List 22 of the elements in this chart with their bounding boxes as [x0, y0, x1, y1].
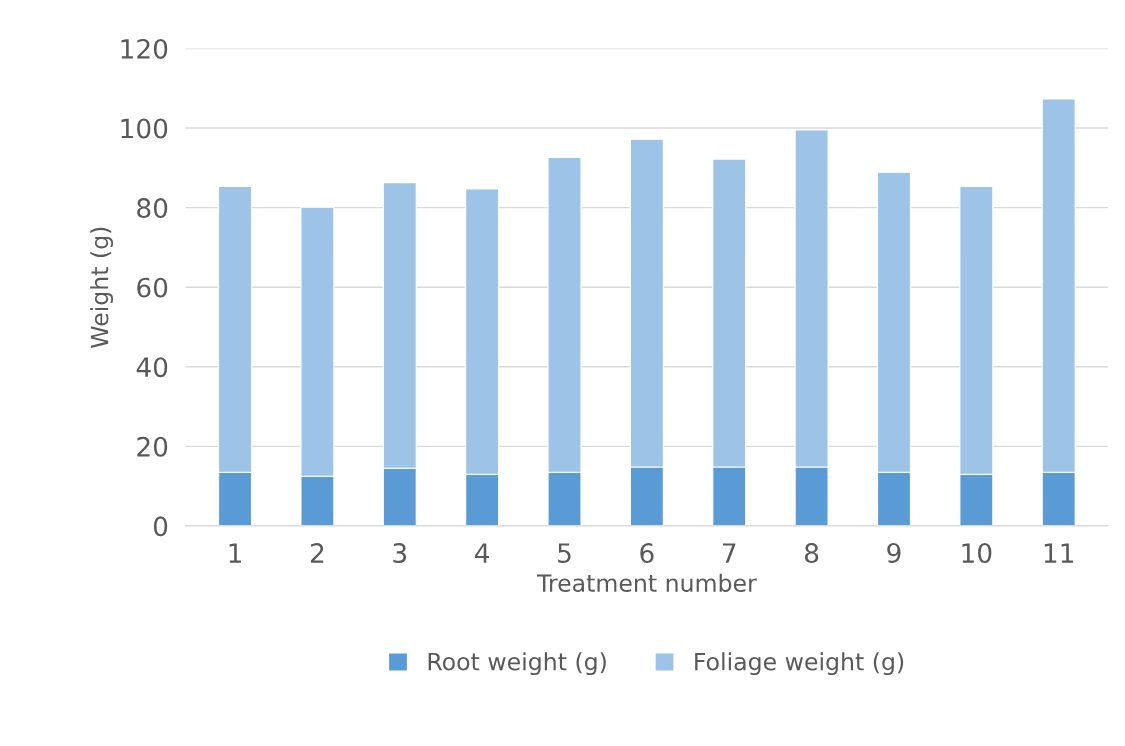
- y-tick-label: 100: [121, 118, 168, 139]
- x-tick-label: 3: [393, 543, 407, 564]
- x-axis-title: Treatment number: [536, 573, 757, 592]
- x-tick-label: 5: [558, 543, 571, 564]
- y-tick-label: 0: [153, 516, 168, 537]
- x-tick-label: 11: [1044, 543, 1074, 563]
- y-tick-label: 120: [121, 38, 168, 59]
- legend-label: Foliage weight (g): [695, 652, 904, 676]
- x-tick-label: 8: [805, 543, 819, 564]
- y-tick-label: 40: [136, 357, 168, 378]
- x-tick-label: 10: [962, 543, 992, 564]
- x-tick-label: 1: [229, 543, 241, 563]
- x-tick-label: 4: [475, 543, 490, 563]
- x-tick-label: 2: [310, 543, 324, 563]
- y-tick-label: 80: [137, 198, 168, 219]
- legend-label: Root weight (g): [428, 652, 606, 676]
- y-tick-label: 60: [137, 277, 168, 298]
- x-tick-label: 9: [887, 543, 901, 564]
- y-tick-label: 20: [137, 436, 168, 457]
- x-tick-label: 7: [723, 543, 736, 563]
- x-tick-label: 6: [640, 543, 654, 564]
- y-axis-title: Weight (g): [90, 227, 114, 349]
